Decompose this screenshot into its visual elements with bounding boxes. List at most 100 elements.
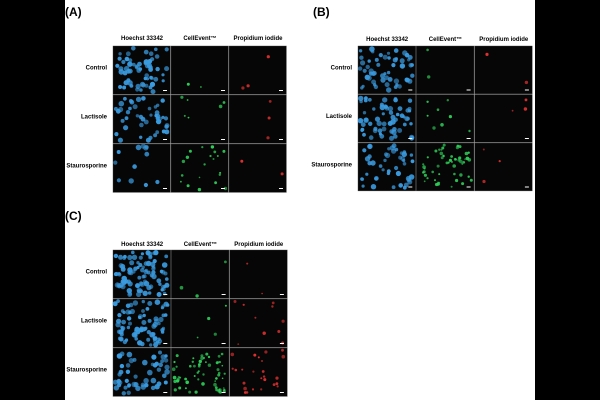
cell-nucleus — [128, 270, 134, 276]
cell-nucleus — [446, 99, 449, 102]
cell-nucleus — [175, 354, 179, 358]
cell-nucleus — [386, 70, 391, 75]
column-header: Hoechst 33342 — [121, 242, 164, 248]
cell-nucleus — [281, 319, 285, 323]
cell-nucleus — [389, 135, 394, 141]
micrograph — [171, 249, 230, 299]
cell-nucleus — [161, 79, 165, 83]
cell-nucleus — [261, 360, 263, 362]
cell-nucleus — [281, 354, 286, 359]
scale-bar — [408, 186, 413, 188]
cell-nucleus — [164, 66, 170, 72]
cell-nucleus — [129, 84, 134, 88]
row-label: Staurosporine — [66, 164, 107, 170]
cell-nucleus — [393, 85, 398, 89]
cell-nucleus — [231, 367, 234, 370]
scale-bar — [163, 392, 168, 393]
cell-nucleus — [440, 156, 444, 160]
cell-nucleus — [213, 150, 217, 154]
cell-nucleus — [127, 61, 133, 67]
cell-nucleus — [266, 136, 270, 140]
cell-nucleus — [380, 73, 386, 79]
cell-nucleus — [143, 280, 150, 287]
cell-nucleus — [275, 376, 279, 380]
cell-nucleus — [127, 254, 133, 261]
cell-nucleus — [126, 351, 133, 358]
cell-nucleus — [370, 160, 376, 166]
cell-nucleus — [261, 292, 263, 295]
cell-nucleus — [465, 156, 470, 161]
cell-nucleus — [172, 375, 177, 380]
cell-nucleus — [210, 145, 215, 149]
cell-nucleus — [118, 52, 122, 56]
cell-nucleus — [360, 60, 366, 66]
cell-nucleus — [186, 184, 190, 188]
cell-nucleus — [200, 356, 204, 361]
cell-nucleus — [113, 160, 118, 165]
cell-nucleus — [230, 352, 235, 357]
column-header: CellEvent™ — [184, 241, 217, 248]
cell-nucleus — [118, 69, 125, 75]
cell-nucleus — [359, 55, 364, 60]
cell-nucleus — [219, 171, 222, 174]
cell-nucleus — [360, 127, 365, 132]
cell-nucleus — [220, 352, 224, 356]
cell-nucleus — [360, 177, 365, 182]
cell-nucleus — [368, 135, 374, 140]
cell-nucleus — [160, 354, 166, 360]
cell-nucleus — [116, 150, 121, 154]
cell-nucleus — [135, 114, 140, 118]
cell-nucleus — [141, 274, 146, 279]
cell-nucleus — [393, 134, 398, 139]
cell-nucleus — [361, 84, 365, 88]
cell-nucleus — [431, 170, 435, 174]
scale-bar — [466, 138, 471, 139]
cell-nucleus — [242, 303, 245, 306]
panel: (A) Hoechst 33342 CellEvent™ Propidium iodi… — [65, 5, 287, 193]
cell-nucleus — [266, 55, 270, 59]
cell-nucleus — [184, 377, 188, 381]
scale-bar — [163, 90, 167, 91]
cell-nucleus — [121, 391, 127, 396]
cell-nucleus — [367, 59, 371, 63]
cell-nucleus — [138, 67, 143, 71]
cell-nucleus — [196, 371, 199, 374]
column-header: Hoechst 33342 — [121, 36, 164, 42]
cell-nucleus — [180, 174, 184, 177]
cell-nucleus — [387, 106, 394, 112]
cell-nucleus — [186, 99, 189, 101]
cell-nucleus — [224, 260, 227, 264]
cell-nucleus — [156, 340, 160, 344]
cell-nucleus — [404, 52, 410, 58]
cell-nucleus — [152, 321, 158, 328]
left-border — [0, 0, 65, 400]
row-label: Control — [86, 66, 108, 72]
cell-nucleus — [422, 170, 426, 174]
cell-nucleus — [378, 164, 383, 168]
cell-nucleus — [384, 75, 390, 80]
cell-nucleus — [427, 75, 431, 79]
cell-nucleus — [154, 299, 161, 306]
cell-nucleus — [149, 113, 153, 117]
cell-nucleus — [409, 122, 413, 126]
right-border — [535, 0, 600, 400]
micrograph — [228, 45, 287, 95]
cell-nucleus — [459, 173, 463, 177]
cell-nucleus — [175, 379, 180, 383]
cell-nucleus — [152, 251, 157, 256]
cell-nucleus — [188, 390, 192, 394]
cell-nucleus — [399, 113, 405, 118]
cell-nucleus — [408, 174, 415, 180]
cell-nucleus — [240, 159, 244, 163]
micrograph — [112, 143, 171, 193]
column-header: Hoechst 33342 — [366, 37, 409, 43]
cell-nucleus — [179, 285, 184, 290]
cell-nucleus — [357, 118, 364, 124]
cell-nucleus — [402, 162, 407, 166]
cell-nucleus — [138, 315, 142, 320]
cell-nucleus — [161, 313, 166, 318]
scale-bar — [524, 89, 529, 91]
cell-nucleus — [438, 173, 441, 176]
cell-nucleus — [117, 380, 123, 386]
